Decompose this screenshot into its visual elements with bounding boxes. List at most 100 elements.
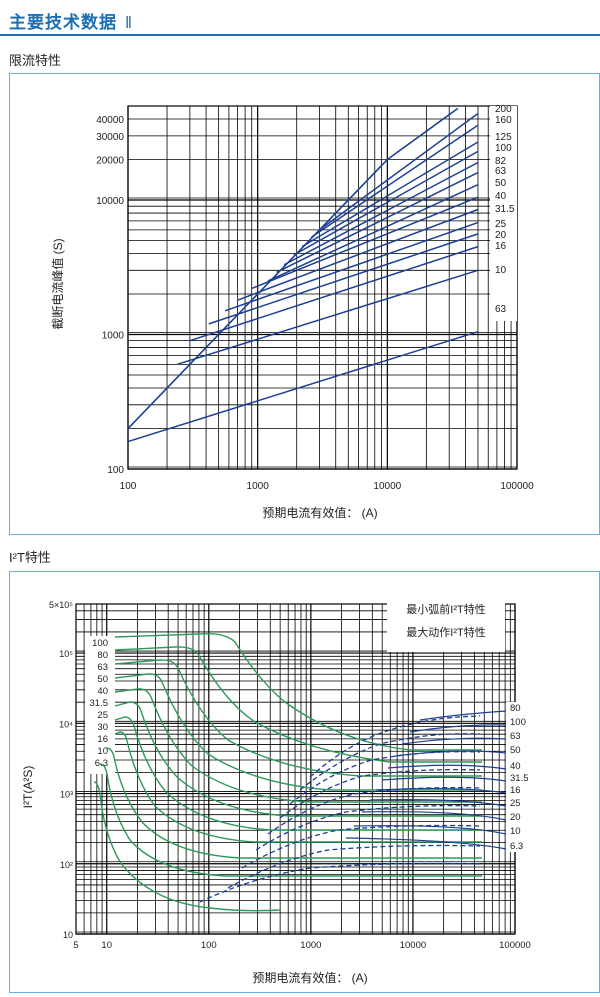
chart-panel-i2t: 最小弧前I²T特性 最大动作I²T特性 100 80 63 50 40 31.5 25 30 16 1… (9, 571, 600, 993)
y-axis-title: I²T(A²S) (21, 766, 35, 809)
x-axis-title: 预期电流有效值： (A) (262, 505, 377, 520)
y-tick-label: 10 (63, 930, 73, 940)
min-pre-arc-dashed-curve (199, 862, 481, 903)
pre-arc-curve (114, 701, 482, 817)
series-line (319, 112, 479, 231)
series-line (127, 330, 479, 443)
i2t-chart: 最小弧前I²T特性最大动作I²T特性1008063504031.52530161… (21, 598, 532, 985)
legend-item: 最大动作I²T特性 (406, 625, 485, 639)
left-series-label: 16 (97, 734, 108, 745)
series-line (267, 184, 479, 282)
min-pre-arc-dashed-curve (299, 733, 481, 791)
x-tick-label: 100 (201, 940, 217, 951)
min-pre-arc-dashed-curve (279, 768, 481, 819)
series-label: 10 (495, 265, 507, 276)
series-line (224, 221, 479, 312)
right-series-label: 10 (510, 826, 521, 837)
max-operating-curve (353, 825, 507, 835)
left-series-label: 31.5 (90, 698, 109, 709)
min-pre-arc-dashed-curve (289, 751, 481, 805)
right-series-label: 16 (510, 785, 521, 796)
left-label-strip (85, 636, 115, 774)
page-title: 主要技术数据 ‖ (9, 8, 133, 33)
min-pre-arc-dashed-curve (309, 715, 481, 778)
right-series-label: 6.3 (510, 841, 523, 852)
y-tick-label: 30000 (96, 132, 124, 143)
max-operating-curve (381, 776, 507, 782)
series-label: 100 (495, 143, 512, 154)
pre-arc-curve (114, 716, 482, 831)
series-line (301, 141, 479, 248)
max-operating-curve (345, 837, 507, 850)
right-series-label: 31.5 (510, 773, 529, 784)
series-label: 40 (495, 191, 507, 202)
section-title-i2t: I²T特性 (9, 550, 51, 565)
label-strip (490, 106, 517, 321)
x-axis-title: 预期电流有效值： (A) (252, 970, 367, 985)
x-tick-label: 5 (73, 940, 78, 951)
pre-arc-curve (99, 763, 482, 877)
right-series-label: 50 (510, 745, 521, 756)
x-tick-label: 100000 (499, 940, 531, 951)
max-operating-curve (369, 799, 507, 807)
min-pre-arc-dashed-curve (255, 804, 481, 851)
max-operating-curve (361, 811, 507, 821)
series-line (276, 171, 479, 273)
chart-panel-limiting: 200 160 125 100 82 63 50 40 31.5 25 20 16 10 63 100 100… (9, 73, 600, 535)
series-line (251, 196, 479, 290)
series-label: 63 (495, 304, 507, 315)
x-tick-label: 1000 (300, 940, 321, 951)
pre-arc-curve (114, 659, 482, 777)
series-label: 25 (495, 219, 507, 230)
series-label: 63 (495, 166, 507, 177)
right-series-label: 40 (510, 761, 521, 772)
max-operating-curve (419, 710, 507, 721)
legend-box (387, 598, 505, 652)
pre-arc-curve (114, 673, 482, 791)
left-series-label: 40 (97, 686, 108, 697)
right-series-label: 63 (510, 731, 521, 742)
legend-item: 最小弧前I²T特性 (406, 602, 485, 616)
max-operating-curve (387, 764, 507, 770)
pre-arc-curve (114, 646, 482, 763)
series-line (293, 150, 479, 256)
max-operating-curve (375, 787, 507, 794)
min-pre-arc-dashed-curve (267, 786, 481, 835)
right-series-label: 100 (510, 717, 526, 728)
series-label: 16 (495, 241, 507, 252)
pre-arc-curve (105, 747, 482, 859)
x-tick-label: 100000 (500, 481, 534, 492)
series-label: 200 (495, 104, 512, 115)
series-line (311, 124, 479, 238)
x-tick-label: 1000 (247, 481, 270, 492)
title-mark: ‖ (125, 13, 134, 32)
y-axis-title: 截断电流峰值 (S) (50, 238, 65, 329)
right-label-strip (506, 702, 532, 852)
left-series-label: 100 (92, 638, 108, 649)
envelope-line (332, 158, 388, 217)
limiting-chart: 2001601251008263504031.52520161063100100… (50, 104, 534, 520)
envelope-line (127, 293, 259, 430)
pre-arc-curve (114, 731, 482, 843)
left-series-label: 63 (97, 662, 108, 673)
left-series-label: 80 (97, 650, 108, 661)
y-tick-label: 10³ (60, 790, 73, 800)
left-series-label: 50 (97, 674, 108, 685)
series-label: 125 (495, 132, 512, 143)
series-label: 82 (495, 156, 507, 167)
right-series-label: 25 (510, 798, 521, 809)
envelope-line (386, 107, 459, 161)
min-pre-arc-dashed-curve (241, 824, 481, 869)
right-series-label: 80 (510, 703, 521, 714)
left-series-label: 25 (97, 710, 108, 721)
title-underline (0, 34, 600, 36)
series-line (208, 233, 479, 325)
page-title-text: 主要技术数据 (9, 13, 117, 32)
section-title-limiting: 限流特性 (9, 53, 62, 68)
min-pre-arc-dashed-curve (227, 844, 481, 889)
y-tick-label: 40000 (96, 115, 124, 126)
series-line (189, 245, 479, 342)
y-tick-label: 10⁴ (59, 719, 73, 729)
pre-arc-curve (114, 688, 482, 803)
series-label: 160 (495, 115, 512, 126)
